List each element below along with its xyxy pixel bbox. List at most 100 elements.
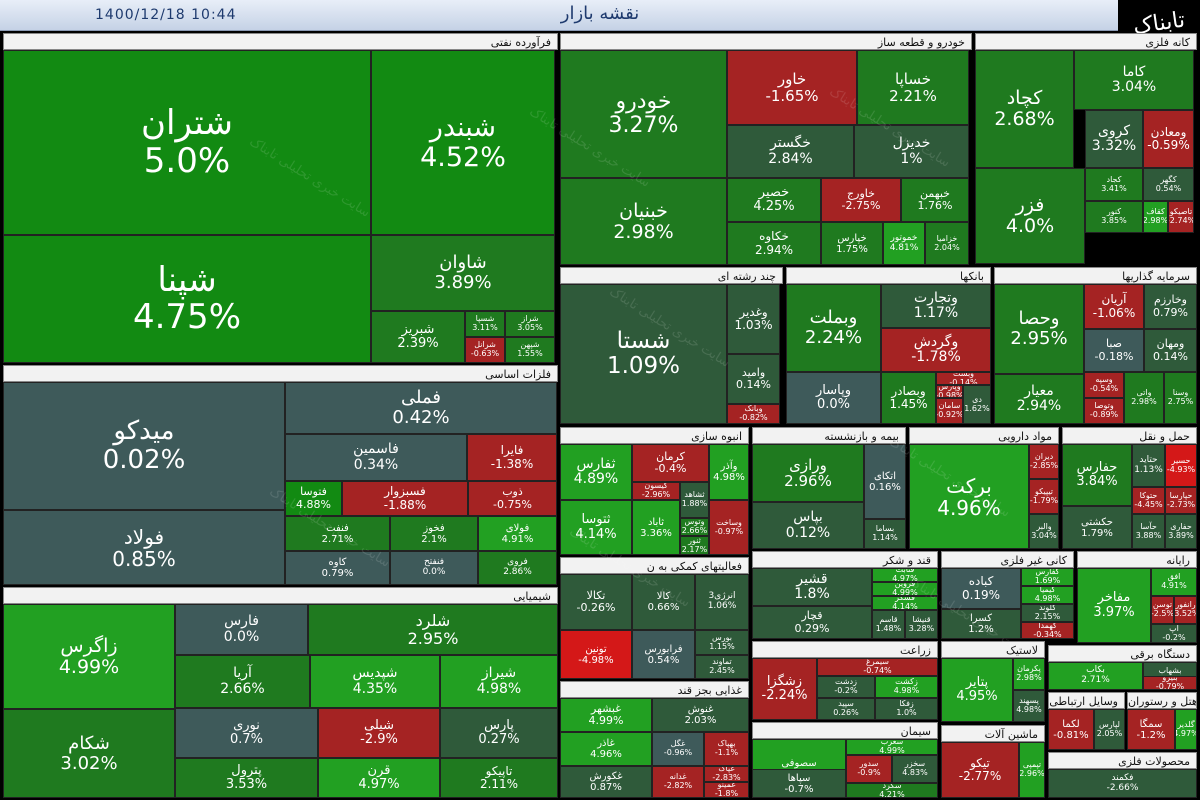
- sector-title[interactable]: رایانه: [1077, 551, 1197, 568]
- stock-tile[interactable]: غگل -0.96%: [652, 732, 704, 766]
- stock-tile[interactable]: فنفتح 0.0%: [390, 551, 478, 585]
- stock-tile[interactable]: وپاسار 0.0%: [786, 372, 881, 424]
- stock-tile[interactable]: سیمرغ -0.74%: [817, 658, 938, 676]
- sector-title[interactable]: وسایل ارتباطی: [1048, 692, 1125, 709]
- stock-tile[interactable]: وپارس -0.98%: [936, 385, 963, 398]
- stock-tile[interactable]: وخارزم 0.79%: [1144, 284, 1197, 329]
- stock-tile[interactable]: رانفور-3.52%: [1174, 596, 1197, 624]
- stock-tile[interactable]: بورس 1.15%: [695, 630, 749, 655]
- stock-tile[interactable]: تاصیکو -2.74%: [1168, 201, 1194, 233]
- stock-tile[interactable]: کاما 3.04%: [1074, 50, 1194, 110]
- sector-title[interactable]: فعالیتهای کمکی به ن: [560, 557, 749, 574]
- stock-tile[interactable]: ورازی 2.96%: [752, 444, 864, 502]
- stock-tile[interactable]: سخزر 4.83%: [892, 755, 938, 783]
- stock-tile[interactable]: ثتوسا 4.14%: [560, 500, 632, 555]
- sector-title[interactable]: بیمه و بازنشسته: [752, 427, 906, 444]
- stock-tile[interactable]: تیپیکو -1.79%: [1029, 479, 1059, 514]
- stock-tile[interactable]: زاگرس 4.99%: [3, 604, 175, 709]
- stock-tile[interactable]: ومهان 0.14%: [1144, 329, 1197, 372]
- stock-tile[interactable]: فرابورس 0.54%: [632, 630, 695, 679]
- stock-tile[interactable]: فتوسا 4.88%: [285, 481, 342, 516]
- stock-tile[interactable]: حکشتی 1.79%: [1062, 506, 1132, 549]
- stock-tile[interactable]: وبست -0.14%: [936, 372, 991, 385]
- stock-tile[interactable]: وبانک -0.82%: [727, 404, 780, 424]
- sector-title[interactable]: ماشین آلات: [941, 725, 1045, 742]
- stock-tile[interactable]: نوری 0.7%: [175, 708, 318, 758]
- stock-tile[interactable]: پارس 0.27%: [440, 708, 558, 758]
- stock-tile[interactable]: قشکر 4.14%: [872, 596, 938, 610]
- stock-tile[interactable]: قزوین 4.99%: [872, 582, 938, 596]
- stock-tile[interactable]: حفاری 3.89%: [1165, 514, 1197, 549]
- stock-tile[interactable]: سکرد 4.21%: [846, 783, 938, 798]
- sector-title[interactable]: سرمایه گذاریها: [994, 267, 1197, 284]
- stock-tile[interactable]: زدشت -0.2%: [817, 676, 875, 698]
- stock-tile[interactable]: شیلی -2.9%: [318, 708, 440, 758]
- stock-tile[interactable]: شرانل -0.63%: [465, 337, 505, 363]
- stock-tile[interactable]: کجاد 3.41%: [1085, 168, 1143, 201]
- stock-tile[interactable]: وتوس 2.66%: [680, 518, 709, 536]
- stock-tile[interactable]: شتران 5.0%: [3, 50, 371, 235]
- stock-tile[interactable]: غدانه -2.82%: [652, 766, 704, 798]
- stock-tile[interactable]: کفارس 1.69%: [1021, 568, 1074, 586]
- stock-tile[interactable]: شپهن 1.55%: [505, 337, 555, 363]
- stock-tile[interactable]: شپدیس 4.35%: [310, 655, 440, 708]
- stock-tile[interactable]: کنور 3.85%: [1085, 201, 1143, 233]
- stock-tile[interactable]: ذوب -0.75%: [468, 481, 557, 516]
- stock-tile[interactable]: حتوکا -4.45%: [1132, 487, 1165, 514]
- stock-tile[interactable]: شستا 1.09%: [560, 284, 727, 424]
- stock-tile[interactable]: پسهند 4.98%: [1013, 690, 1045, 722]
- stock-tile[interactable]: خساپا 2.21%: [857, 50, 969, 125]
- stock-tile[interactable]: کالا 0.66%: [632, 574, 695, 630]
- stock-tile[interactable]: فخوز 2.1%: [390, 516, 478, 551]
- stock-tile[interactable]: شبندر 4.52%: [371, 50, 555, 235]
- stock-tile[interactable]: وآذر 4.98%: [709, 444, 749, 500]
- stock-tile[interactable]: فولای 4.91%: [478, 516, 557, 551]
- stock-tile[interactable]: لکما -0.81%: [1048, 709, 1094, 750]
- stock-tile[interactable]: وسپه -0.54%: [1084, 372, 1124, 398]
- stock-tile[interactable]: خدیزل 1%: [854, 125, 969, 178]
- stock-tile[interactable]: زشگزا -2.24%: [752, 658, 817, 720]
- stock-tile[interactable]: فکمند -2.66%: [1048, 769, 1197, 798]
- sector-title[interactable]: مواد دارویی: [909, 427, 1059, 444]
- sector-title[interactable]: هتل و رستوران: [1127, 692, 1197, 709]
- stock-tile[interactable]: بکاب 2.71%: [1048, 662, 1143, 690]
- stock-tile[interactable]: خاورج -2.75%: [821, 178, 901, 222]
- sector-title[interactable]: دستگاه برقی: [1048, 645, 1197, 662]
- stock-tile[interactable]: وسنا 2.75%: [1164, 372, 1197, 424]
- stock-tile[interactable]: وحصا 2.95%: [994, 284, 1084, 374]
- stock-tile[interactable]: خموتور 4.81%: [883, 222, 925, 265]
- stock-tile[interactable]: صبا -0.18%: [1084, 329, 1144, 372]
- stock-tile[interactable]: سمگا -1.2%: [1127, 709, 1175, 750]
- stock-tile[interactable]: فاسمین 0.34%: [285, 434, 467, 481]
- stock-tile[interactable]: غپاک -2.83%: [704, 766, 749, 782]
- stock-tile[interactable]: دی 1.62%: [963, 385, 991, 424]
- stock-tile[interactable]: پتایر 4.95%: [941, 658, 1013, 722]
- stock-tile[interactable]: کیمیا 4.98%: [1021, 586, 1074, 604]
- stock-tile[interactable]: شبریز 2.39%: [371, 311, 465, 363]
- stock-tile[interactable]: کهمدا -0.34%: [1021, 622, 1074, 639]
- stock-tile[interactable]: وبملت 2.24%: [786, 284, 881, 372]
- stock-tile[interactable]: پترول 3.53%: [175, 758, 318, 798]
- stock-tile[interactable]: وتجارت 1.17%: [881, 284, 991, 328]
- stock-tile[interactable]: خزامیا 2.04%: [925, 222, 969, 265]
- stock-tile[interactable]: آپ -0.2%: [1151, 624, 1197, 643]
- stock-tile[interactable]: تونین -4.98%: [560, 630, 632, 679]
- sector-title[interactable]: قند و شکر: [752, 551, 938, 568]
- stock-tile[interactable]: حآسا 3.88%: [1132, 514, 1165, 549]
- stock-tile[interactable]: کباده 0.19%: [941, 568, 1021, 609]
- stock-tile[interactable]: تماوند 2.45%: [695, 655, 749, 679]
- stock-tile[interactable]: پکرمان 2.98%: [1013, 658, 1045, 690]
- stock-tile[interactable]: والبر 3.04%: [1029, 514, 1059, 549]
- stock-tile[interactable]: وگردش -1.78%: [881, 328, 991, 372]
- stock-tile[interactable]: کقاف 2.98%: [1143, 201, 1168, 233]
- stock-tile[interactable]: کلوند 2.15%: [1021, 604, 1074, 622]
- stock-tile[interactable]: زکشت 4.98%: [875, 676, 938, 698]
- stock-tile[interactable]: تاپیکو 2.11%: [440, 758, 558, 798]
- stock-tile[interactable]: کچاد 2.68%: [975, 50, 1074, 168]
- stock-tile[interactable]: ثفارس 4.89%: [560, 444, 632, 500]
- stock-tile[interactable]: فایرا -1.38%: [467, 434, 557, 481]
- stock-tile[interactable]: خبهمن 1.76%: [901, 178, 969, 222]
- stock-tile[interactable]: فزر 4.0%: [975, 168, 1085, 264]
- stock-tile[interactable]: شسپا 3.11%: [465, 311, 505, 337]
- stock-tile[interactable]: ثاباد 3.36%: [632, 500, 680, 555]
